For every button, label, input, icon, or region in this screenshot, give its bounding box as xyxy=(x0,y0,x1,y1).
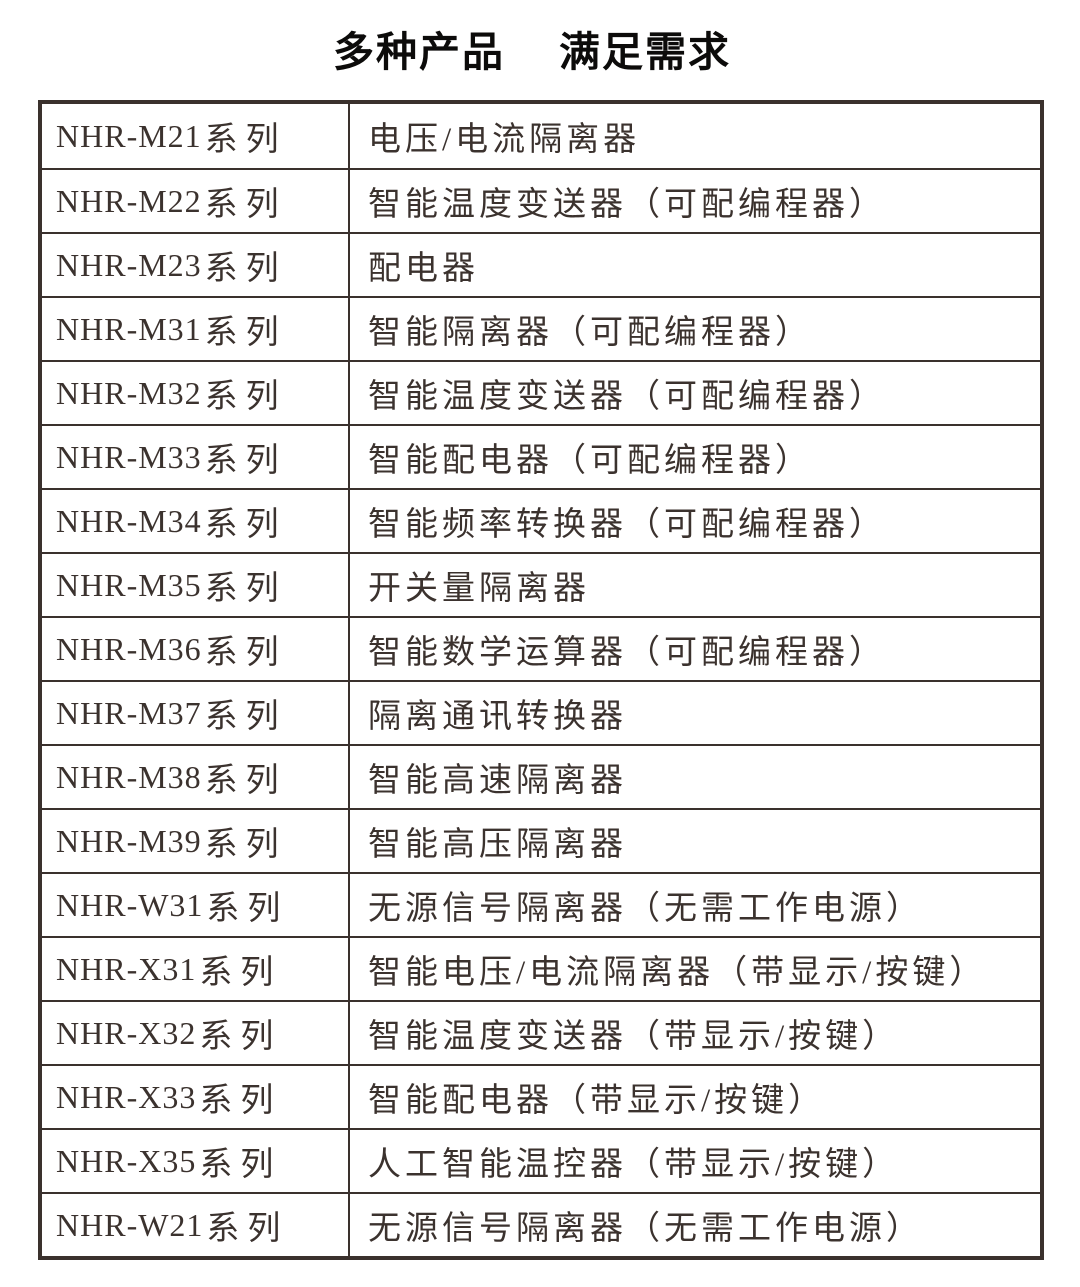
model-cell: NHR-X33 系列 xyxy=(42,1066,350,1128)
model-cell: NHR-M21 系列 xyxy=(42,104,350,168)
model-suffix: 系列 xyxy=(199,1083,282,1119)
table-row: NHR-M39 系列 智能高压隔离器 xyxy=(42,808,1040,872)
product-description: 无源信号隔离器（无需工作电源） xyxy=(368,891,923,927)
model-cell: NHR-W31 系列 xyxy=(42,874,350,936)
model-cell: NHR-M22 系列 xyxy=(42,170,350,232)
model-suffix: 系列 xyxy=(204,443,287,479)
model-suffix: 系列 xyxy=(204,379,287,415)
model-suffix: 系列 xyxy=(204,315,287,351)
product-table: NHR-M21 系列 电压/电流隔离器 NHR-M22 系列 智能温度变送器（可… xyxy=(38,100,1044,1260)
table-row: NHR-X35 系列 人工智能温控器（带显示/按键） xyxy=(42,1128,1040,1192)
model-cell: NHR-M35 系列 xyxy=(42,554,350,616)
model-suffix: 系列 xyxy=(199,1147,282,1183)
model-cell: NHR-M33 系列 xyxy=(42,426,350,488)
product-description: 智能隔离器（可配编程器） xyxy=(368,315,812,351)
product-description: 配电器 xyxy=(368,251,479,287)
model-code: NHR-X32 xyxy=(56,1014,197,1051)
product-description: 智能温度变送器（可配编程器） xyxy=(368,187,886,223)
model-cell: NHR-W21 系列 xyxy=(42,1194,350,1256)
model-suffix: 系列 xyxy=(204,699,287,735)
model-cell: NHR-M38 系列 xyxy=(42,746,350,808)
model-code: NHR-M32 xyxy=(56,374,202,411)
model-code: NHR-M23 xyxy=(56,246,202,283)
table-row: NHR-X33 系列 智能配电器（带显示/按键） xyxy=(42,1064,1040,1128)
product-description: 智能温度变送器（带显示/按键） xyxy=(368,1019,900,1055)
model-suffix: 系列 xyxy=(204,571,287,607)
table-row: NHR-M33 系列 智能配电器（可配编程器） xyxy=(42,424,1040,488)
page-title: 多种产品 满足需求 xyxy=(0,28,1064,76)
model-code: NHR-X33 xyxy=(56,1078,197,1115)
model-cell: NHR-X31 系列 xyxy=(42,938,350,1000)
model-suffix: 系列 xyxy=(206,1211,289,1247)
table-row: NHR-M31 系列 智能隔离器（可配编程器） xyxy=(42,296,1040,360)
model-code: NHR-M36 xyxy=(56,630,202,667)
model-code: NHR-M39 xyxy=(56,822,202,859)
table-row: NHR-M35 系列 开关量隔离器 xyxy=(42,552,1040,616)
page-title-part1: 多种产品 xyxy=(333,28,505,76)
model-code: NHR-W31 xyxy=(56,886,204,923)
model-suffix: 系列 xyxy=(199,955,282,991)
table-row: NHR-W31 系列 无源信号隔离器（无需工作电源） xyxy=(42,872,1040,936)
model-cell: NHR-X32 系列 xyxy=(42,1002,350,1064)
product-description: 智能高速隔离器 xyxy=(368,763,627,799)
product-description: 智能数学运算器（可配编程器） xyxy=(368,635,886,671)
model-cell: NHR-M31 系列 xyxy=(42,298,350,360)
product-description: 电压/电流隔离器 xyxy=(368,122,641,158)
product-description: 人工智能温控器（带显示/按键） xyxy=(368,1147,900,1183)
model-cell: NHR-M39 系列 xyxy=(42,810,350,872)
model-suffix: 系列 xyxy=(206,891,289,927)
table-row: NHR-X31 系列 智能电压/电流隔离器（带显示/按键） xyxy=(42,936,1040,1000)
table-row: NHR-M38 系列 智能高速隔离器 xyxy=(42,744,1040,808)
model-code: NHR-M21 xyxy=(56,117,202,154)
model-code: NHR-M34 xyxy=(56,502,202,539)
product-description: 隔离通讯转换器 xyxy=(368,699,627,735)
model-cell: NHR-M37 系列 xyxy=(42,682,350,744)
table-row: NHR-X32 系列 智能温度变送器（带显示/按键） xyxy=(42,1000,1040,1064)
model-suffix: 系列 xyxy=(204,827,287,863)
table-row: NHR-M22 系列 智能温度变送器（可配编程器） xyxy=(42,168,1040,232)
table-row: NHR-M37 系列 隔离通讯转换器 xyxy=(42,680,1040,744)
product-description: 无源信号隔离器（无需工作电源） xyxy=(368,1211,923,1247)
table-row: NHR-M36 系列 智能数学运算器（可配编程器） xyxy=(42,616,1040,680)
model-code: NHR-M35 xyxy=(56,566,202,603)
model-code: NHR-M33 xyxy=(56,438,202,475)
model-suffix: 系列 xyxy=(204,507,287,543)
product-description: 开关量隔离器 xyxy=(368,571,590,607)
product-description: 智能温度变送器（可配编程器） xyxy=(368,379,886,415)
model-suffix: 系列 xyxy=(204,122,287,158)
model-suffix: 系列 xyxy=(204,763,287,799)
product-description: 智能频率转换器（可配编程器） xyxy=(368,507,886,543)
model-suffix: 系列 xyxy=(199,1019,282,1055)
model-suffix: 系列 xyxy=(204,187,287,223)
model-cell: NHR-M36 系列 xyxy=(42,618,350,680)
model-code: NHR-X35 xyxy=(56,1142,197,1179)
table-row: NHR-W21 系列 无源信号隔离器（无需工作电源） xyxy=(42,1192,1040,1256)
product-description: 智能高压隔离器 xyxy=(368,827,627,863)
model-cell: NHR-X35 系列 xyxy=(42,1130,350,1192)
model-suffix: 系列 xyxy=(204,251,287,287)
table-row: NHR-M21 系列 电压/电流隔离器 xyxy=(42,104,1040,168)
model-cell: NHR-M34 系列 xyxy=(42,490,350,552)
table-row: NHR-M23 系列 配电器 xyxy=(42,232,1040,296)
model-suffix: 系列 xyxy=(204,635,287,671)
model-code: NHR-M37 xyxy=(56,694,202,731)
model-cell: NHR-M23 系列 xyxy=(42,234,350,296)
product-description: 智能电压/电流隔离器（带显示/按键） xyxy=(368,955,987,991)
model-code: NHR-M22 xyxy=(56,182,202,219)
model-code: NHR-M31 xyxy=(56,310,202,347)
product-description: 智能配电器（带显示/按键） xyxy=(368,1083,826,1119)
table-row: NHR-M32 系列 智能温度变送器（可配编程器） xyxy=(42,360,1040,424)
table-row: NHR-M34 系列 智能频率转换器（可配编程器） xyxy=(42,488,1040,552)
model-code: NHR-X31 xyxy=(56,950,197,987)
model-cell: NHR-M32 系列 xyxy=(42,362,350,424)
model-code: NHR-M38 xyxy=(56,758,202,795)
model-code: NHR-W21 xyxy=(56,1206,204,1243)
product-description: 智能配电器（可配编程器） xyxy=(368,443,812,479)
page-title-part2: 满足需求 xyxy=(559,28,731,76)
